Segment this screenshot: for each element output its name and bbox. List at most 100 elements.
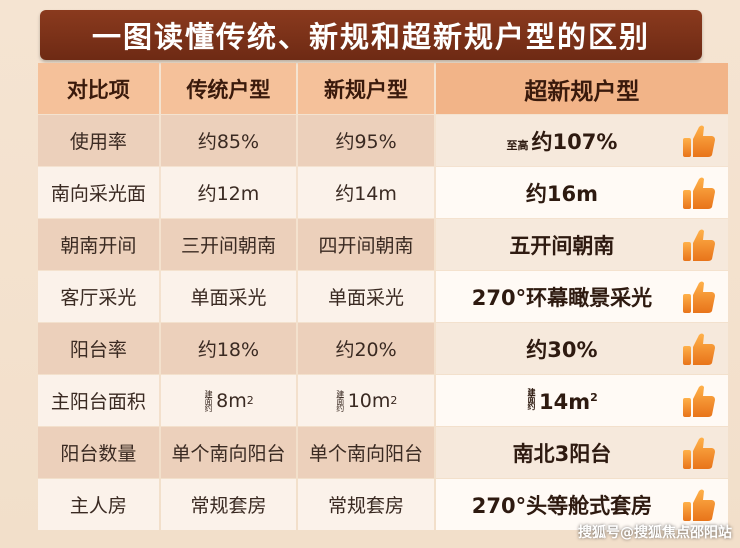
value: 主人房 [69, 495, 127, 517]
unit-superscript: 2 [590, 390, 598, 404]
unit-superscript: 2 [246, 394, 254, 407]
new-cell: 约14m [298, 167, 434, 218]
area-prefix: 建面约 [527, 387, 537, 409]
super-cell: 南北3阳台 [435, 427, 728, 478]
table-row: 阳台数量 单个南向阳台 单个南向阳台 南北3阳台 [38, 427, 728, 478]
value: 阳台率 [69, 339, 127, 361]
value: 10m [347, 389, 391, 412]
super-cell: 五开间朝南 [435, 219, 728, 270]
table-row: 朝南开间 三开间朝南 四开间朝南 五开间朝南 [38, 219, 728, 270]
super-text: 约107% [531, 129, 618, 154]
traditional-cell: 常规套房 [160, 479, 297, 530]
super-cell: 约30% [435, 323, 728, 374]
super-cell: 约16m [435, 167, 728, 218]
page-title: 一图读懂传统、新规和超新规户型的区别 [40, 10, 702, 60]
item-cell: 主人房 [38, 479, 159, 530]
super-value: 270°头等舱式套房 [472, 490, 652, 520]
new-cell: 约20% [298, 323, 434, 374]
value: 约18% [197, 339, 260, 361]
item-cell: 阳台数量 [38, 427, 159, 478]
super-value: 约16m [526, 178, 598, 208]
value: 常规套房 [190, 495, 267, 517]
thumbs-up-icon [682, 175, 716, 211]
item-cell: 主阳台面积 [38, 375, 159, 426]
value: 朝南开间 [60, 235, 137, 257]
super-cell: 至高 约107% [435, 115, 728, 166]
item-cell: 客厅采光 [38, 271, 159, 322]
super-text: 270°环幕瞰景采光 [471, 285, 653, 310]
thumbs-up-icon [682, 487, 716, 523]
super-cell: 270°环幕瞰景采光 [435, 271, 728, 322]
value: 约12m [197, 183, 260, 205]
value: 单个南向阳台 [171, 443, 286, 465]
value: 南向采光面 [50, 183, 146, 205]
super-value: 约30% [526, 334, 597, 364]
super-text: 14m [539, 389, 591, 414]
traditional-cell: 三开间朝南 [160, 219, 297, 270]
item-cell: 朝南开间 [38, 219, 159, 270]
value: 四开间朝南 [318, 235, 414, 257]
super-value: 至高 约107% [506, 126, 617, 156]
value: 单个南向阳台 [309, 443, 424, 465]
traditional-cell: 约18% [160, 323, 297, 374]
item-cell: 阳台率 [38, 323, 159, 374]
table-row: 主阳台面积 建面约 8m 2 建面约 10m 2 建面约 14m2 [38, 375, 728, 426]
value: 单面采光 [328, 287, 405, 309]
traditional-cell: 单个南向阳台 [160, 427, 297, 478]
super-value: 270°环幕瞰景采光 [472, 282, 652, 312]
super-prefix: 至高 [506, 138, 529, 152]
thumbs-up-icon [682, 123, 716, 159]
header-new: 新规户型 [298, 63, 434, 114]
thumbs-up-icon [682, 383, 716, 419]
value: 约14m [335, 183, 397, 205]
super-value: 南北3阳台 [513, 438, 612, 468]
new-cell: 四开间朝南 [298, 219, 434, 270]
new-cell: 常规套房 [298, 479, 434, 530]
value: 约20% [335, 339, 397, 361]
super-text: 约16m [525, 181, 598, 206]
value: 阳台数量 [60, 443, 137, 465]
traditional-cell: 建面约 8m 2 [160, 375, 297, 426]
super-text: 五开间朝南 [509, 233, 615, 258]
value: 单面采光 [190, 287, 267, 309]
super-cell: 建面约 14m2 [435, 375, 728, 426]
table-header-row: 对比项 传统户型 新规户型 超新规户型 [38, 63, 728, 114]
super-text: 南北3阳台 [512, 441, 612, 466]
value: 三开间朝南 [180, 235, 276, 257]
value: 8m [216, 389, 247, 412]
super-cell: 270°头等舱式套房 [435, 479, 728, 530]
header-traditional: 传统户型 [160, 63, 297, 114]
super-text: 约30% [526, 337, 598, 362]
super-value: 五开间朝南 [509, 230, 614, 260]
table-row: 南向采光面 约12m 约14m 约16m [38, 167, 728, 218]
header-super: 超新规户型 [435, 63, 728, 114]
thumbs-up-icon [682, 331, 716, 367]
value: 约95% [335, 131, 397, 153]
header-item: 对比项 [38, 63, 159, 114]
value: 约85% [197, 131, 260, 153]
new-cell: 建面约 10m 2 [298, 375, 434, 426]
area-prefix: 建面约 [204, 390, 214, 411]
item-cell: 使用率 [38, 115, 159, 166]
value: 常规套房 [328, 495, 405, 517]
table-row: 阳台率 约18% 约20% 约30% [38, 323, 728, 374]
comparison-table: 对比项 传统户型 新规户型 超新规户型 使用率 约85% 约95% 至高 约107% 南… [38, 63, 728, 531]
traditional-cell: 单面采光 [160, 271, 297, 322]
super-value: 建面约 14m2 [526, 388, 598, 414]
value: 客厅采光 [60, 287, 137, 309]
thumbs-up-icon [682, 435, 716, 471]
value: 使用率 [69, 131, 127, 153]
item-cell: 南向采光面 [38, 167, 159, 218]
table-row: 使用率 约85% 约95% 至高 约107% [38, 115, 728, 166]
table-row: 客厅采光 单面采光 单面采光 270°环幕瞰景采光 [38, 271, 728, 322]
new-cell: 单个南向阳台 [298, 427, 434, 478]
new-cell: 单面采光 [298, 271, 434, 322]
value: 主阳台面积 [50, 391, 146, 413]
thumbs-up-icon [682, 227, 716, 263]
new-cell: 约95% [298, 115, 434, 166]
watermark: 搜狐号@搜狐焦点邵阳站 [578, 525, 732, 541]
area-prefix: 建面约 [335, 390, 345, 411]
table-row: 主人房 常规套房 常规套房 270°头等舱式套房 [38, 479, 728, 530]
traditional-cell: 约85% [160, 115, 297, 166]
